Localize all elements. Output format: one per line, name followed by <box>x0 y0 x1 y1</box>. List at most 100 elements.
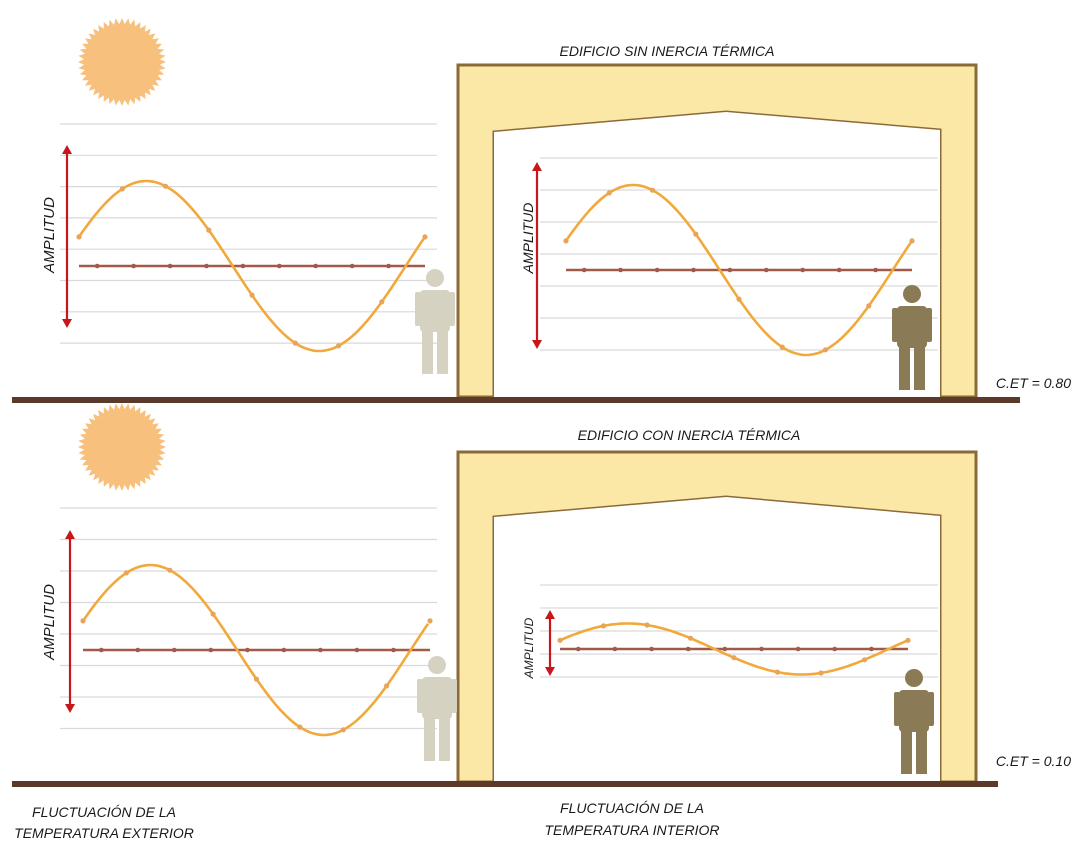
mean-marker <box>691 267 696 273</box>
interior-caption-line1: FLUCTUACIÓN DE LA <box>560 800 704 816</box>
wave-marker <box>731 655 737 661</box>
mean-marker <box>727 267 733 273</box>
arrow-head-up <box>62 145 72 154</box>
person-arm-left <box>415 292 421 326</box>
person-arm-right <box>449 292 455 326</box>
mean-marker <box>240 263 246 269</box>
mean-marker <box>873 267 878 273</box>
wave-marker <box>736 296 742 302</box>
arrow-head-down <box>545 667 555 676</box>
wave-marker <box>80 618 86 624</box>
captions: FLUCTUACIÓN DE LA TEMPERATURA EXTERIOR F… <box>14 800 719 841</box>
mean-marker <box>277 263 282 269</box>
indoor-chart-grid <box>540 584 938 678</box>
person-torso <box>899 690 929 732</box>
person-arm-left <box>417 679 423 713</box>
wave-marker <box>167 567 173 573</box>
person-leg-left <box>422 330 433 374</box>
person-head <box>426 269 444 287</box>
indoor-chart <box>563 183 915 357</box>
wave-marker <box>687 635 694 641</box>
wave-marker <box>563 238 569 244</box>
arrow-head-up <box>532 162 542 171</box>
outdoor-amplitude-arrow <box>62 145 72 328</box>
wave-marker <box>905 637 911 643</box>
wave-marker <box>422 234 428 240</box>
top-panel-title: EDIFICIO SIN INERCIA TÉRMICA <box>560 43 775 59</box>
wave-marker <box>774 669 781 675</box>
wave-marker <box>427 618 433 624</box>
mean-marker <box>167 263 173 269</box>
mean-marker <box>318 647 323 653</box>
person-torso <box>422 677 452 719</box>
person-icon <box>892 285 932 390</box>
indoor-amplitude-label: AMPLITUD <box>522 617 536 679</box>
wave-marker <box>119 186 125 192</box>
wave-marker <box>693 231 699 237</box>
building <box>456 450 978 784</box>
mean-marker <box>581 267 587 273</box>
mean-marker <box>135 647 141 653</box>
person-head <box>428 656 446 674</box>
wave-marker <box>384 683 390 689</box>
wave-marker <box>340 727 346 733</box>
mean-marker <box>245 647 250 653</box>
outdoor-chart-grid <box>60 123 437 344</box>
mean-marker <box>649 646 654 652</box>
wave-marker <box>818 670 824 676</box>
mean-marker <box>836 267 842 273</box>
exterior-caption-line2: TEMPERATURA EXTERIOR <box>14 825 194 841</box>
bottom-panel-title: EDIFICIO CON INERCIA TÉRMICA <box>578 427 801 443</box>
wave-marker <box>123 570 129 576</box>
top-panel: AMPLITUD AMPLITUD EDIFICIO SIN INERCIA T… <box>12 18 1071 403</box>
person-head <box>905 669 923 687</box>
outdoor-chart <box>76 179 428 353</box>
wave-marker <box>600 623 607 629</box>
arrow-head-down <box>532 340 542 349</box>
mean-marker <box>349 263 355 269</box>
person-icon <box>415 269 455 374</box>
mean-marker <box>759 646 764 652</box>
wave-marker <box>249 292 255 298</box>
person-leg-right <box>439 717 450 761</box>
mean-marker <box>281 647 287 653</box>
mean-marker <box>618 267 623 273</box>
indoor-amplitude-arrow <box>545 610 555 676</box>
person-torso <box>897 306 927 348</box>
mean-marker <box>131 263 136 269</box>
arrow-head-up <box>65 530 75 539</box>
ground-line <box>12 397 1020 403</box>
mean-marker <box>832 646 837 652</box>
wave-marker <box>779 344 785 350</box>
person-leg-right <box>916 730 927 774</box>
person-leg-left <box>424 717 435 761</box>
mean-marker <box>869 646 874 652</box>
person-head <box>903 285 921 303</box>
sun-disc <box>86 411 158 483</box>
mean-marker <box>99 647 104 653</box>
indoor-amplitude-arrow <box>532 162 542 349</box>
person-arm-left <box>894 692 900 726</box>
wave-marker <box>861 657 868 663</box>
mean-marker <box>654 267 660 273</box>
bottom-panel: AMPLITUD AMPLITUD EDIFICIO CON INERCIA T… <box>12 403 1071 787</box>
ground-line <box>12 781 998 787</box>
building-interior <box>494 497 940 782</box>
person-leg-left <box>899 346 910 390</box>
person-leg-right <box>914 346 925 390</box>
person-torso <box>420 290 450 332</box>
mean-marker <box>208 647 214 653</box>
wave-marker <box>253 676 260 682</box>
interior-caption-line2: TEMPERATURA INTERIOR <box>544 822 719 838</box>
sun-disc <box>86 26 158 98</box>
exterior-caption-line1: FLUCTUACIÓN DE LA <box>32 804 176 820</box>
mean-marker <box>386 263 391 269</box>
person-leg-right <box>437 330 448 374</box>
person-icon <box>417 656 457 761</box>
mean-marker <box>172 647 177 653</box>
wave-marker <box>210 611 216 617</box>
mean-marker <box>204 263 209 269</box>
wave-marker <box>335 343 342 349</box>
person-arm-left <box>892 308 898 342</box>
